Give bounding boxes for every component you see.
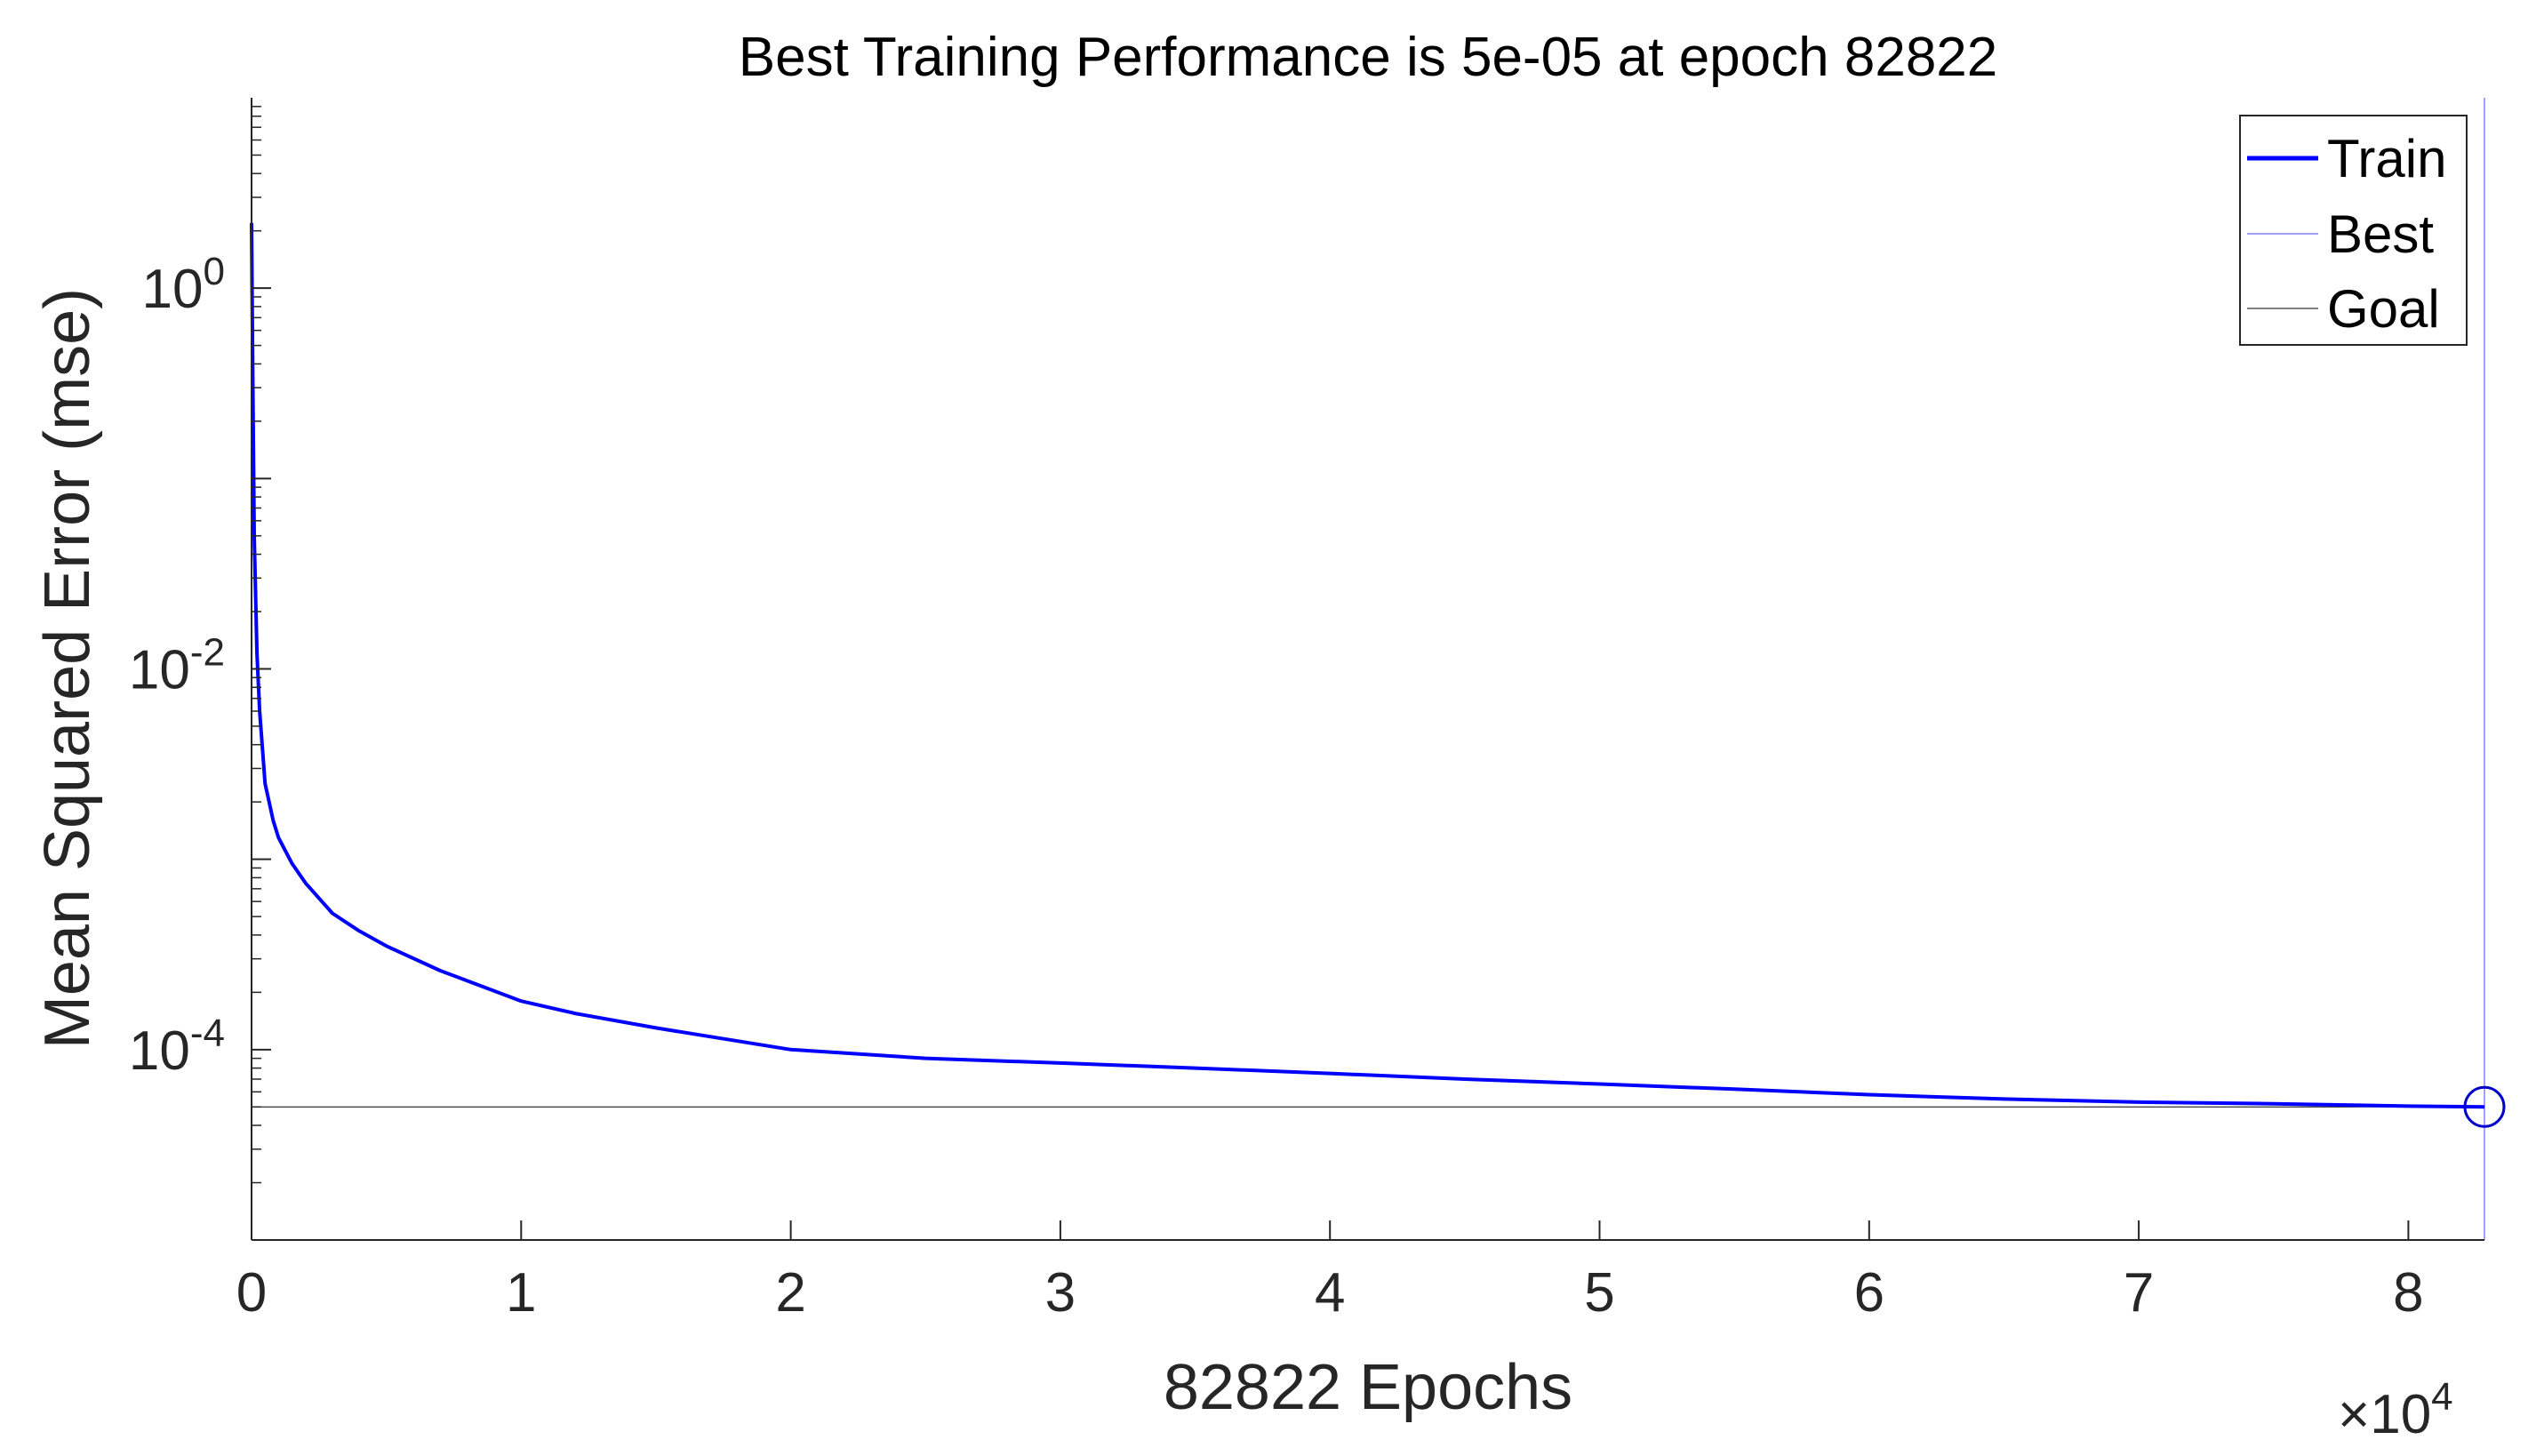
x-tick-label: 0 — [236, 1262, 267, 1324]
x-multiplier-label: ×104 — [2338, 1375, 2453, 1445]
legend-item-best: Best — [2327, 204, 2434, 264]
series-layer — [250, 98, 2506, 1240]
x-tick-label: 3 — [1045, 1262, 1076, 1324]
x-tick-label: 1 — [506, 1262, 536, 1324]
legend: Train Best Goal — [2239, 115, 2468, 346]
train-series-line — [250, 222, 2485, 1109]
axes-layer: 0 1 2 3 4 5 6 7 8 100 10-2 10-4 — [129, 98, 2484, 1324]
x-multiplier-base: ×10 — [2338, 1384, 2431, 1445]
x-multiplier-exponent: 4 — [2431, 1375, 2452, 1419]
x-tick-label: 4 — [1315, 1262, 1345, 1324]
x-tick-label: 5 — [1584, 1262, 1614, 1324]
plot-area: 0 1 2 3 4 5 6 7 8 100 10-2 10-4 — [129, 98, 2506, 1324]
legend-box — [2239, 115, 2468, 346]
best-point-marker — [2463, 1085, 2506, 1128]
legend-item-train: Train — [2327, 129, 2446, 188]
x-tick-label: 2 — [775, 1262, 805, 1324]
x-tick-label: 6 — [1854, 1262, 1884, 1324]
y-axis-label: Mean Squared Error (mse) — [32, 288, 103, 1049]
chart-title: Best Training Performance is 5e-05 at ep… — [739, 27, 1998, 88]
x-tick-label: 7 — [2124, 1262, 2154, 1324]
x-axis-label: 82822 Epochs — [1164, 1352, 1572, 1423]
y-tick-label: 10-4 — [129, 1012, 225, 1082]
y-tick-label: 100 — [142, 250, 225, 320]
legend-item-goal: Goal — [2327, 279, 2440, 339]
x-tick-label: 8 — [2393, 1262, 2423, 1324]
y-tick-label: 10-2 — [129, 631, 225, 701]
